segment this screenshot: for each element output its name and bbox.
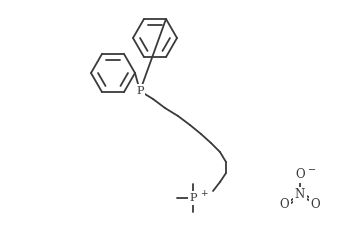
Text: +: +: [200, 188, 208, 197]
Text: N: N: [295, 188, 305, 201]
Text: −: −: [308, 165, 316, 175]
Text: P: P: [189, 193, 197, 203]
Text: O: O: [295, 168, 305, 182]
Text: O: O: [280, 197, 289, 211]
Text: O: O: [311, 197, 320, 211]
Text: P: P: [136, 86, 144, 96]
